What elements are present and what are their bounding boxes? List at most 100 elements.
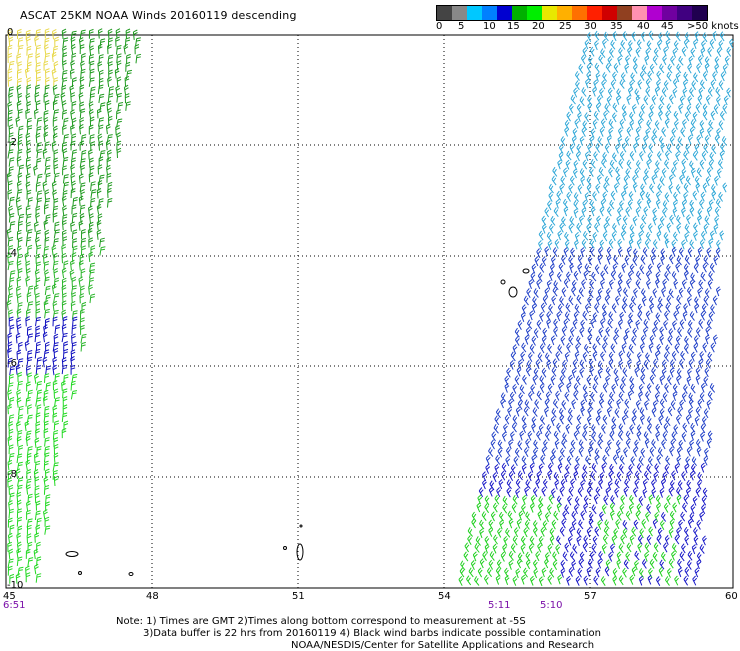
wind-barb [576,294,582,305]
wind-barb [637,542,643,553]
wind-barb [683,263,689,274]
island-outline [500,279,506,285]
wind-barb [16,436,22,447]
wind-barb [35,53,41,64]
wind-barb [537,542,542,553]
wind-barb [522,494,527,505]
island-outline [299,524,303,528]
wind-barb [672,207,678,218]
wind-barb [565,423,571,434]
wind-barb [53,149,59,160]
wind-barb [78,276,84,287]
wind-barb [566,575,572,586]
wind-barb [43,428,49,439]
wind-barb [574,118,580,129]
wind-barb [670,400,676,410]
wind-barb [606,206,612,217]
wind-barb [577,254,583,265]
wind-barb [61,300,67,311]
wind-barb [80,324,85,335]
wind-barb [89,157,94,168]
wind-barb [632,327,638,338]
wind-barb [495,454,501,465]
wind-barb [503,423,508,434]
wind-barb [642,247,648,257]
wind-barb [606,134,612,145]
wind-barb [558,262,564,273]
wind-barb [62,214,68,224]
wind-barb [628,503,634,514]
wind-barb [677,567,683,578]
wind-barb [62,109,68,120]
wind-barb [578,287,584,298]
wind-barb [693,535,699,546]
wind-barb [61,357,67,368]
wind-barb [26,356,33,367]
wind-barb [560,559,566,570]
wind-barb [601,79,606,90]
wind-barb [573,390,579,401]
wind-barb [546,359,552,370]
wind-barb [646,159,652,170]
wind-barb [542,295,548,306]
wind-barb [691,456,697,467]
wind-barb [635,270,642,281]
wind-barb [16,516,23,527]
wind-barb [6,228,12,239]
wind-barb [697,208,703,219]
wind-barb [586,176,592,187]
wind-barb [715,86,721,97]
wind-barb [7,180,13,191]
wind-barb [515,568,521,579]
wind-barb [702,262,708,273]
wind-barb [44,84,50,95]
wind-barb [17,125,24,136]
wind-barb [571,511,577,521]
wind-barb [638,575,644,586]
wind-barb [587,215,593,226]
wind-barb [25,276,31,287]
wind-barb [116,109,121,120]
island-outline [522,268,530,274]
wind-barb [560,175,566,186]
wind-barb [661,368,667,378]
wind-barb [71,324,77,335]
wind-barb [516,366,522,377]
wind-barb [696,559,702,570]
wind-barb [52,212,58,223]
wind-barb [640,31,646,42]
wind-barb [539,311,544,322]
wind-barb [544,512,550,523]
wind-barb [627,270,633,281]
wind-barb [494,415,500,426]
wind-barb [593,151,598,162]
wind-barb [689,126,695,137]
wind-barb [651,488,657,498]
wind-barb [646,503,652,514]
wind-barb [703,295,709,306]
wind-barb [699,120,705,130]
wind-barb [647,456,653,467]
wind-barb [697,214,702,225]
wind-barb [716,239,721,250]
wind-barb [684,255,691,265]
wind-barb [35,253,41,264]
wind-barb [702,487,708,498]
wind-barb [71,204,77,215]
wind-barb [61,70,68,80]
wind-barb [523,295,529,306]
wind-barb [645,270,651,281]
wind-barb [500,398,505,409]
wind-barb [482,479,487,490]
wind-barb [26,163,32,175]
wind-barb [564,391,570,402]
wind-barb [502,503,508,514]
wind-barb [26,469,31,480]
wind-barb [88,28,94,39]
wind-barb [558,455,564,466]
wind-barb [634,470,640,481]
wind-barb [525,438,530,449]
wind-barb [694,175,700,186]
wind-barb [702,535,707,546]
wind-barb [106,164,111,176]
